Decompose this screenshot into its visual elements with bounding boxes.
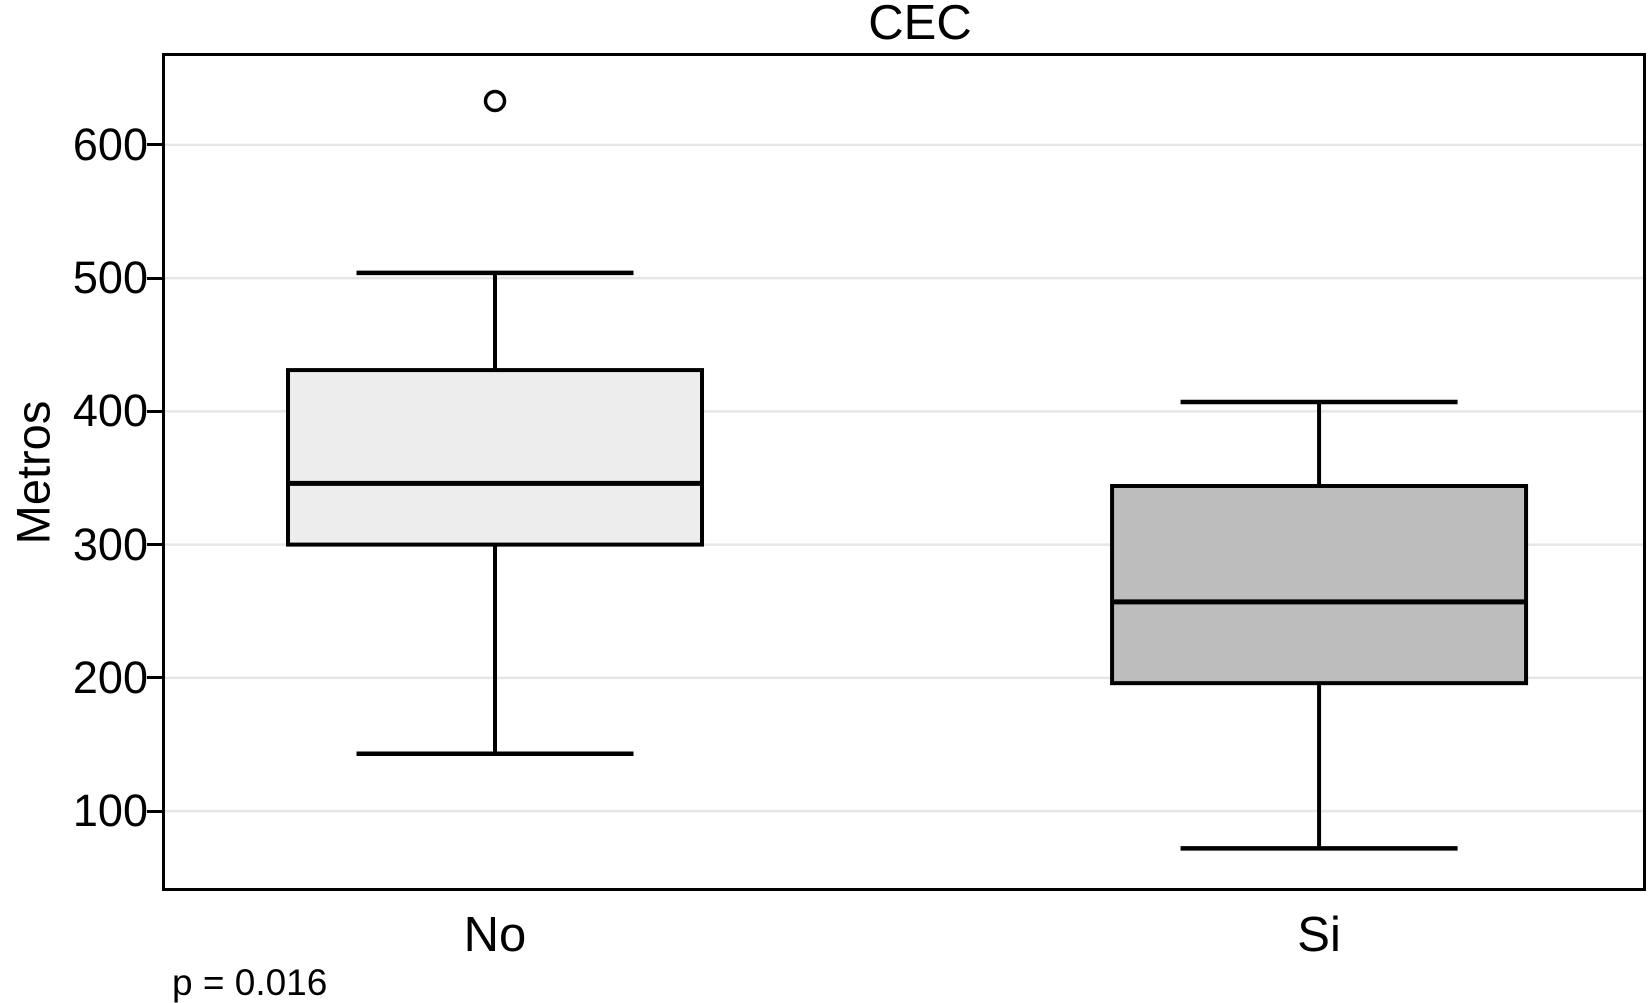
iqr-box-si: [1110, 483, 1529, 686]
x-category-label-no: No: [463, 908, 527, 962]
y-axis-label: Metros: [0, 53, 66, 891]
y-tick-label-600: 600: [72, 118, 148, 170]
x-category-label-si: Si: [1297, 908, 1341, 962]
y-tick-label-300: 300: [72, 518, 148, 570]
y-tick-mark-300: [147, 543, 164, 547]
y-tick-label-200: 200: [72, 651, 148, 703]
plot-area: [162, 53, 1646, 891]
chart-title: CEC: [868, 0, 972, 50]
y-tick-label-500: 500: [72, 252, 148, 304]
p-value-annotation: p = 0.016: [172, 962, 328, 1003]
boxplot-canvas: [162, 53, 1646, 891]
y-tick-mark-600: [147, 143, 164, 147]
outlier-point-no: [483, 89, 507, 113]
y-tick-mark-500: [147, 276, 164, 280]
plot-border: [162, 53, 1646, 891]
y-tick-mark-200: [147, 676, 164, 680]
y-tick-mark-400: [147, 409, 164, 413]
y-tick-label-400: 400: [72, 385, 148, 437]
y-tick-mark-100: [147, 809, 164, 813]
iqr-box-no: [286, 368, 705, 547]
y-tick-label-100: 100: [72, 785, 148, 837]
